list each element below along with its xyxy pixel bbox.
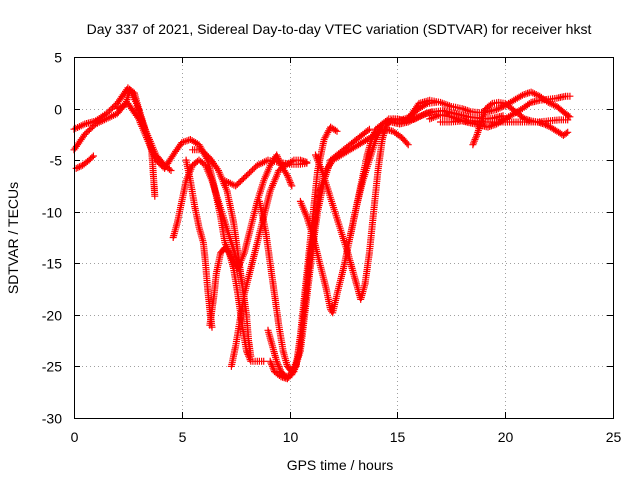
x-tick-label: 10 bbox=[283, 429, 299, 445]
axis-ticks bbox=[74, 57, 614, 419]
marker-trace bbox=[221, 156, 311, 190]
y-tick-labels: 5 0 -5 -10 -15 -20 -25 -30 bbox=[42, 50, 62, 427]
y-tick-label: -5 bbox=[50, 153, 63, 169]
marker-trace bbox=[70, 84, 159, 200]
marker-trace bbox=[437, 116, 572, 126]
y-tick-label: -20 bbox=[42, 308, 62, 324]
series-track-15 bbox=[312, 98, 440, 303]
x-axis-label: GPS time / hours bbox=[287, 457, 394, 473]
data-points bbox=[70, 84, 574, 383]
y-tick-label: -25 bbox=[42, 359, 62, 375]
marker-trace bbox=[72, 152, 97, 172]
x-tick-label: 5 bbox=[179, 429, 187, 445]
plot-frame bbox=[74, 57, 614, 419]
series-track-10 bbox=[221, 156, 311, 190]
x-tick-labels: 0 5 10 15 20 25 bbox=[71, 429, 622, 445]
y-tick-label: -15 bbox=[42, 256, 62, 272]
x-tick-label: 20 bbox=[498, 429, 514, 445]
x-tick-label: 15 bbox=[390, 429, 406, 445]
x-tick-label: 0 bbox=[71, 429, 79, 445]
marker-trace bbox=[312, 98, 440, 303]
chart-title: Day 337 of 2021, Sidereal Day-to-day VTE… bbox=[87, 21, 592, 37]
series-track-3 bbox=[72, 152, 97, 172]
y-axis-label: SDTVAR / TECUs bbox=[5, 182, 21, 294]
series-track-1 bbox=[70, 84, 159, 200]
x-tick-label: 25 bbox=[606, 429, 622, 445]
y-tick-label: 5 bbox=[54, 50, 62, 66]
y-tick-label: 0 bbox=[54, 102, 62, 118]
y-tick-label: -10 bbox=[42, 205, 62, 221]
series-track-20 bbox=[437, 116, 572, 126]
y-tick-label: -30 bbox=[42, 411, 62, 427]
